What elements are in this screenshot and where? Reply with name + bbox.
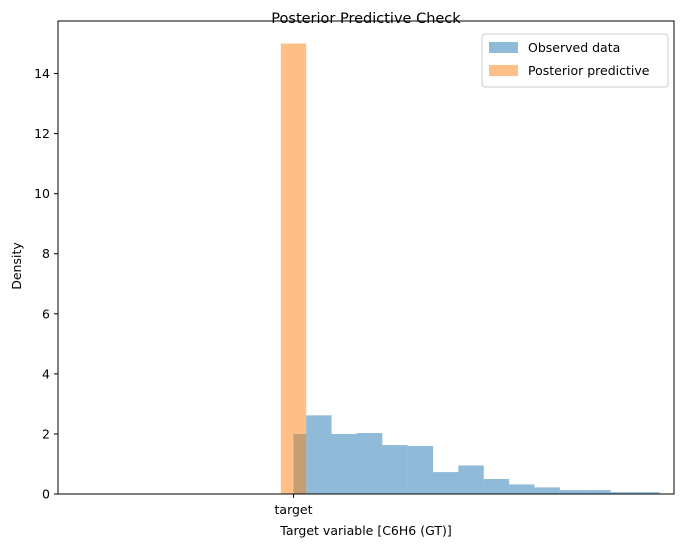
legend-label-observed: Observed data bbox=[528, 40, 620, 55]
legend-box bbox=[481, 33, 669, 88]
axes-layer bbox=[57, 20, 675, 495]
legend: Observed data Posterior predictive bbox=[481, 33, 669, 88]
y-tick-label: 12 bbox=[34, 126, 50, 141]
observed-bar-12 bbox=[585, 490, 611, 494]
y-tick-label: 6 bbox=[42, 306, 50, 321]
observed-bar-8 bbox=[483, 478, 510, 494]
y-tick-label: 2 bbox=[42, 426, 50, 441]
observed-bar-14 bbox=[635, 492, 660, 494]
y-tick-label: 10 bbox=[34, 186, 50, 201]
x-tick-label: target bbox=[275, 502, 313, 517]
legend-swatch-observed bbox=[489, 42, 518, 53]
y-axis-label: Density bbox=[9, 242, 24, 290]
observed-bar-1 bbox=[306, 415, 332, 494]
observed-bar-3 bbox=[356, 433, 383, 494]
y-tick-label: 4 bbox=[42, 366, 50, 381]
ticks-layer: 0 2 4 6 8 10 12 14 target bbox=[34, 66, 313, 517]
x-axis-label: Target variable [C6H6 (GT)] bbox=[279, 523, 451, 538]
legend-swatch-posterior bbox=[489, 65, 518, 76]
observed-bar-9 bbox=[509, 484, 535, 494]
y-tick-label: 8 bbox=[42, 246, 50, 261]
legend-label-posterior: Posterior predictive bbox=[528, 63, 650, 78]
observed-bar-7 bbox=[458, 465, 484, 494]
posterior-bar-0 bbox=[280, 43, 307, 495]
observed-bar-13 bbox=[610, 492, 636, 494]
observed-bar-10 bbox=[534, 487, 560, 494]
observed-bar-5 bbox=[407, 445, 434, 494]
observed-bar-2 bbox=[331, 433, 357, 494]
y-tick-label: 14 bbox=[34, 66, 50, 81]
chart-title: Posterior Predictive Check bbox=[271, 11, 461, 27]
plot-frame bbox=[57, 20, 675, 495]
observed-bar-6 bbox=[433, 472, 459, 494]
bars-layer bbox=[280, 43, 660, 495]
observed-bar-11 bbox=[559, 490, 586, 494]
observed-bar-4 bbox=[382, 445, 408, 494]
y-tick-label: 0 bbox=[42, 487, 50, 502]
